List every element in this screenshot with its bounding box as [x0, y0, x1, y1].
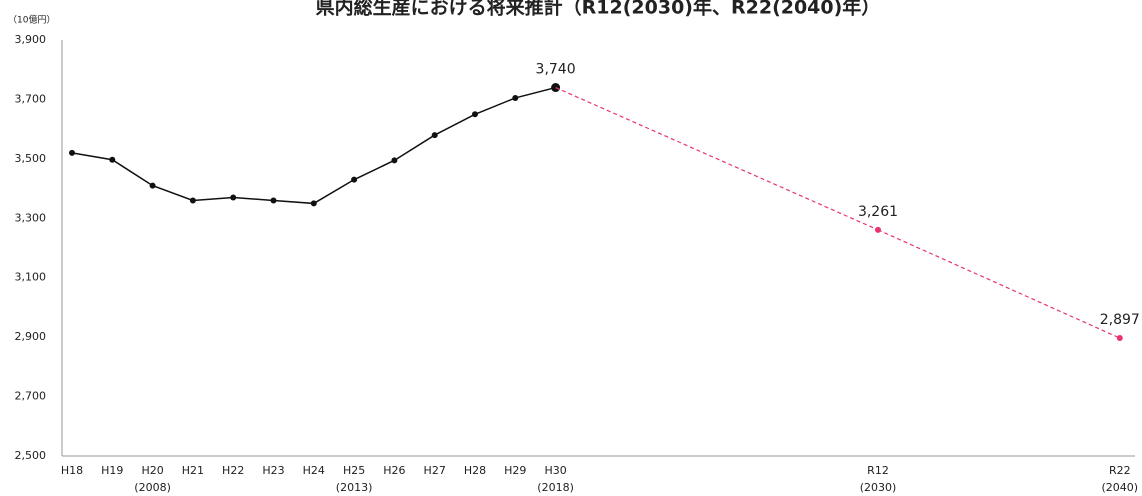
y-tick-label: 2,900: [15, 330, 47, 343]
y-tick-label: 3,700: [15, 92, 47, 105]
y-tick-label: 3,900: [15, 33, 47, 46]
x-tick-label: H29: [504, 464, 526, 477]
y-tick-label: 3,300: [15, 211, 47, 224]
point: [391, 157, 398, 164]
point: [310, 200, 317, 207]
point: [230, 194, 237, 201]
point: [472, 111, 478, 118]
x-tick-sublabel: (2030): [860, 481, 897, 494]
point: [189, 197, 196, 204]
value-label: 3,740: [536, 62, 576, 78]
point: [109, 156, 116, 163]
x-tick-label: H25: [343, 464, 365, 477]
point: [512, 94, 519, 101]
x-tick-label: H26: [383, 464, 405, 477]
point: [875, 226, 881, 233]
x-tick-sublabel: (2018): [537, 481, 574, 494]
value-label: 3,261: [858, 204, 898, 220]
y-tick-label: 3,500: [15, 152, 47, 165]
point: [270, 197, 277, 204]
x-tick-label: H24: [303, 464, 325, 477]
y-tick-label: 2,500: [15, 449, 47, 462]
series-line: [71, 86, 556, 205]
x-tick-label: H28: [464, 464, 486, 477]
point: [431, 132, 438, 139]
point: [351, 176, 358, 183]
chart-title: 県内総生産における将来推計（R12(2030)年、R22(2040)年）: [316, 0, 881, 19]
x-tick-label: R12: [867, 464, 889, 477]
x-tick-label: H21: [182, 464, 204, 477]
value-label: 2,897: [1100, 312, 1140, 328]
series-line: [877, 229, 1121, 339]
projection-connector: [555, 86, 879, 231]
point: [149, 182, 156, 189]
y-axis-label: （10億円）: [8, 14, 55, 26]
x-tick-label: H30: [544, 464, 566, 477]
y-tick-label: 3,100: [15, 271, 47, 284]
point: [69, 149, 75, 156]
point: [1116, 335, 1123, 342]
x-tick-label: H18: [61, 464, 83, 477]
x-tick-label: H23: [262, 464, 284, 477]
x-tick-sublabel: (2040): [1102, 481, 1139, 494]
x-tick-sublabel: (2013): [336, 481, 373, 494]
x-tick-label: H19: [101, 464, 123, 477]
x-tick-sublabel: (2008): [134, 481, 171, 494]
x-tick-label: R22: [1109, 464, 1131, 477]
x-tick-label: H20: [141, 464, 163, 477]
x-tick-label: H27: [424, 464, 446, 477]
y-tick-label: 2,700: [15, 390, 47, 403]
x-tick-label: H22: [222, 464, 244, 477]
